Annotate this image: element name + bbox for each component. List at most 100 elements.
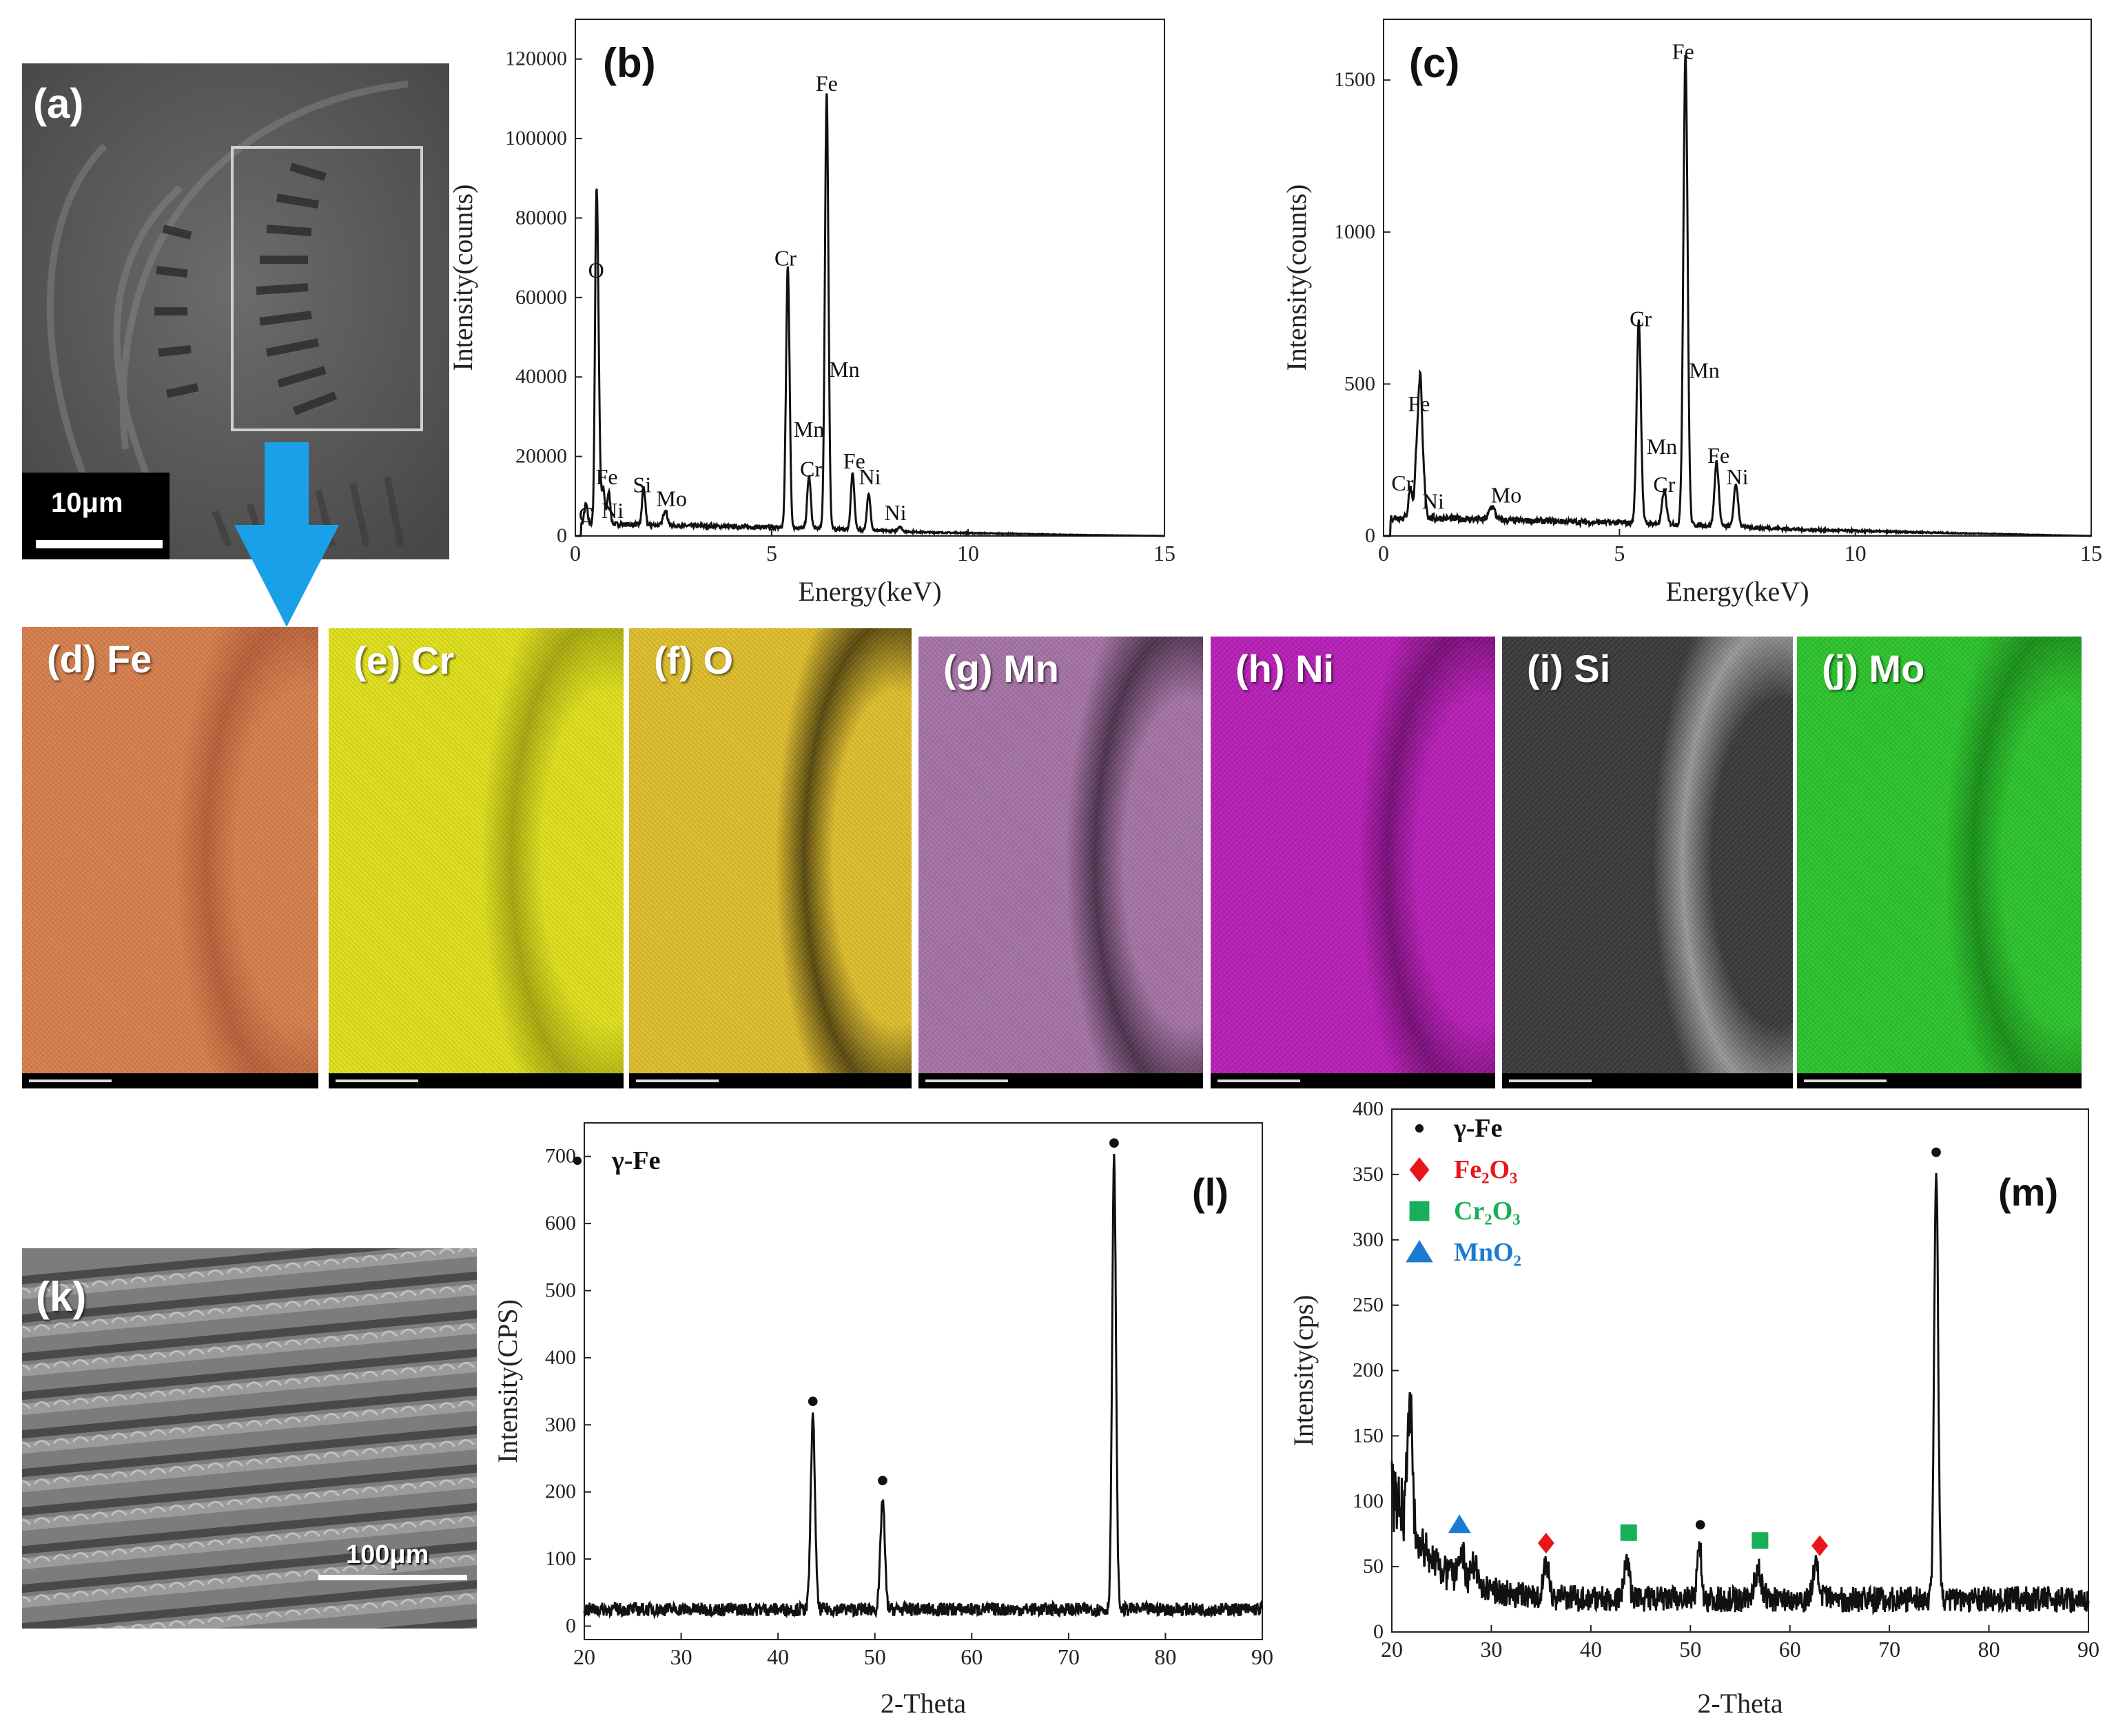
peak-annotation: Mo <box>1491 482 1521 507</box>
ripple-mark <box>303 1607 321 1615</box>
ripple-mark <box>187 1387 205 1394</box>
peak-annotation: Cr <box>1653 472 1675 497</box>
arrow-down-icon <box>234 442 339 627</box>
y-tick-label: 200 <box>545 1480 576 1503</box>
legend-marker-square <box>1409 1201 1430 1221</box>
spectrum-line <box>1390 1172 2090 1615</box>
ripple-mark <box>361 1525 379 1532</box>
ripple-mark <box>149 1390 167 1397</box>
ripple-mark <box>400 1290 418 1297</box>
xrd-pattern-m: 20 30 40 50 60 70 80 90 0 50 100 150 200 250 300 350 400… <box>1288 1102 2099 1719</box>
x-tick-label: 15 <box>1153 541 1175 566</box>
ripple-mark <box>226 1267 244 1274</box>
map-o-scale <box>629 1073 912 1088</box>
map-mo-fill <box>1797 637 2082 1088</box>
ripple-mark <box>419 1326 437 1334</box>
ripple-mark <box>72 1590 90 1598</box>
ripple-mark <box>342 1449 360 1456</box>
ripple-mark <box>322 1605 340 1613</box>
sem-image-a: (a) 10μm <box>22 63 449 559</box>
ripple-mark <box>33 1362 51 1370</box>
ripple-mark <box>245 1574 263 1581</box>
ripple-mark <box>342 1411 360 1418</box>
ripple-mark <box>361 1563 379 1571</box>
map-ni: (h) Ni <box>1211 637 1495 1088</box>
peak-annotation: Ni <box>1422 488 1444 513</box>
ripple-mark <box>342 1604 360 1611</box>
peak-marker-square <box>1620 1524 1637 1541</box>
ripple-mark <box>458 1516 475 1523</box>
ripple-mark <box>168 1350 186 1357</box>
ripple-mark <box>303 1299 321 1306</box>
ripple-mark <box>303 1414 321 1422</box>
x-axis-label: 2-Theta <box>881 1688 967 1719</box>
x-tick-label: 90 <box>2077 1637 2099 1662</box>
ripple-mark <box>419 1558 437 1565</box>
ripple-mark <box>22 1403 32 1410</box>
ripple-mark <box>130 1276 147 1283</box>
ripple-mark <box>207 1423 225 1431</box>
peak-marker-diamond <box>1537 1532 1554 1553</box>
peak-marker-triangle <box>1448 1514 1471 1533</box>
ripple-mark <box>33 1555 51 1562</box>
spectrum-line <box>583 1154 1264 1620</box>
ripple-mark <box>284 1416 302 1423</box>
ripple-mark <box>72 1397 90 1405</box>
legend-label: γ-Fe <box>611 1146 661 1175</box>
ripple-mark <box>168 1272 186 1280</box>
peak-annotation: Ni <box>1727 464 1749 489</box>
ripple-mark <box>361 1332 379 1339</box>
ripple-mark <box>322 1335 340 1343</box>
ripple-mark <box>226 1460 244 1467</box>
ripple-mark <box>207 1578 225 1585</box>
ripple-mark <box>149 1274 167 1281</box>
ripple-mark <box>168 1620 186 1627</box>
ripple-mark <box>342 1334 360 1341</box>
ripple-mark <box>149 1429 167 1436</box>
x-tick-label: 20 <box>1381 1637 1403 1662</box>
x-tick-label: 50 <box>864 1644 886 1669</box>
y-tick-label: 0 <box>557 524 567 547</box>
map-si-label: (i) Si <box>1527 647 1611 690</box>
eds-spectrum-b: 0 5 10 15 0 20000 40000 60000 80000 100000 120000 E… <box>447 19 1175 607</box>
peak-annotation: O <box>588 258 604 282</box>
ripple-mark <box>245 1613 263 1620</box>
peak-annotation: Mn <box>794 417 824 442</box>
map-noise <box>329 628 624 1088</box>
x-axis-label: Energy(keV) <box>798 576 941 607</box>
ripple-mark <box>303 1530 321 1538</box>
peak-marker-dot <box>1931 1147 1941 1157</box>
peak-annotation: Cr <box>1391 471 1413 495</box>
ripple-mark <box>458 1400 475 1407</box>
ripple-mark <box>168 1504 186 1511</box>
arrow-shape <box>234 442 339 627</box>
map-noise <box>918 637 1203 1088</box>
x-tick-label: 70 <box>1058 1644 1080 1669</box>
ripple-mark <box>52 1438 70 1445</box>
y-axis-label: Intensity(counts) <box>447 184 478 371</box>
weld-track-light <box>96 1592 477 1629</box>
ripple-mark <box>110 1355 128 1363</box>
ripple-mark <box>52 1515 70 1522</box>
map-fe-fill <box>22 627 318 1088</box>
ripple-mark <box>284 1262 302 1269</box>
peak-marker-square <box>1752 1532 1769 1549</box>
y-tick-label: 200 <box>1353 1359 1384 1382</box>
ripple-mark <box>342 1488 360 1495</box>
ripple-mark <box>322 1412 340 1420</box>
peak-annotation: Ni <box>602 498 624 523</box>
ripple-mark <box>361 1602 379 1609</box>
y-tick-label: 40000 <box>515 365 567 388</box>
ripple-mark <box>361 1447 379 1455</box>
ripple-mark <box>110 1316 128 1324</box>
scale-bar-label-k: 100μm <box>346 1540 429 1569</box>
map-o: (f) O <box>629 628 912 1088</box>
ripple-mark <box>226 1383 244 1390</box>
weld-track-dark <box>22 1464 477 1516</box>
ripple-mark <box>380 1562 398 1569</box>
ripple-mark <box>265 1263 283 1271</box>
x-tick-label: 40 <box>1580 1637 1602 1662</box>
ripple-mark <box>110 1432 128 1440</box>
ripple-mark <box>380 1369 398 1376</box>
weld-track-dark <box>373 1618 477 1629</box>
